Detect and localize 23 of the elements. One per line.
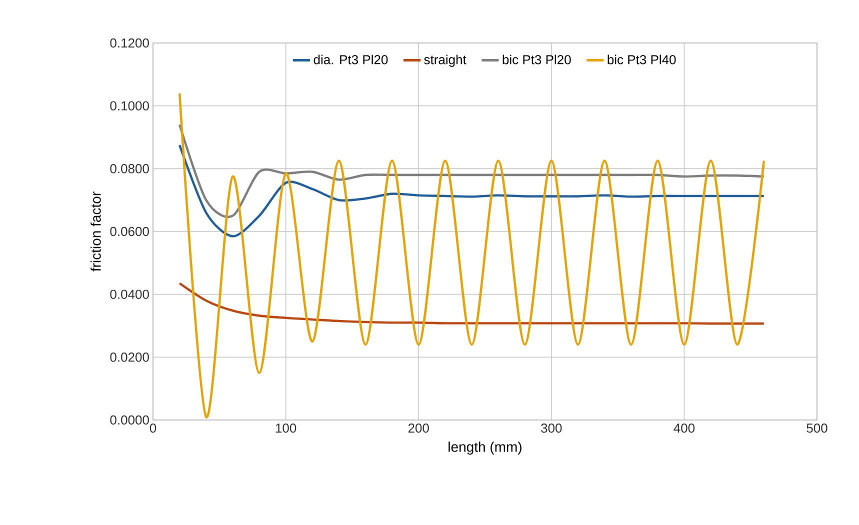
y-tick-label: 0.0200 bbox=[110, 352, 149, 362]
y-tick-label: 0.0400 bbox=[110, 290, 149, 299]
y-tick-label: 0.0000 bbox=[110, 415, 149, 425]
x-axis-title: length (mm) bbox=[448, 442, 522, 455]
line-series bbox=[178, 92, 766, 418]
legend-label: bic Pt3 Pl20 bbox=[502, 54, 571, 64]
y-tick-label: 0.1000 bbox=[110, 101, 149, 110]
legend-label: straight bbox=[424, 54, 466, 67]
x-tick-label: 100 bbox=[276, 424, 296, 433]
line-series bbox=[178, 124, 766, 218]
y-tick-label: 0.0600 bbox=[110, 226, 149, 236]
y-tick-label: 0.0800 bbox=[110, 164, 149, 174]
line-series bbox=[178, 144, 766, 238]
legend-label: bic Pt3 Pl40 bbox=[608, 54, 676, 64]
line-series bbox=[178, 282, 766, 325]
legend-label: dia. Pt3 Pl20 bbox=[314, 54, 388, 64]
x-tick-label: 0 bbox=[150, 424, 156, 433]
x-tick-label: 200 bbox=[408, 424, 429, 433]
x-tick-label: 400 bbox=[674, 424, 695, 433]
y-axis-title: friction factor bbox=[90, 192, 101, 272]
x-tick-label: 500 bbox=[806, 424, 828, 433]
x-tick-label: 300 bbox=[541, 424, 562, 433]
y-tick-label: 0.1200 bbox=[110, 38, 149, 48]
